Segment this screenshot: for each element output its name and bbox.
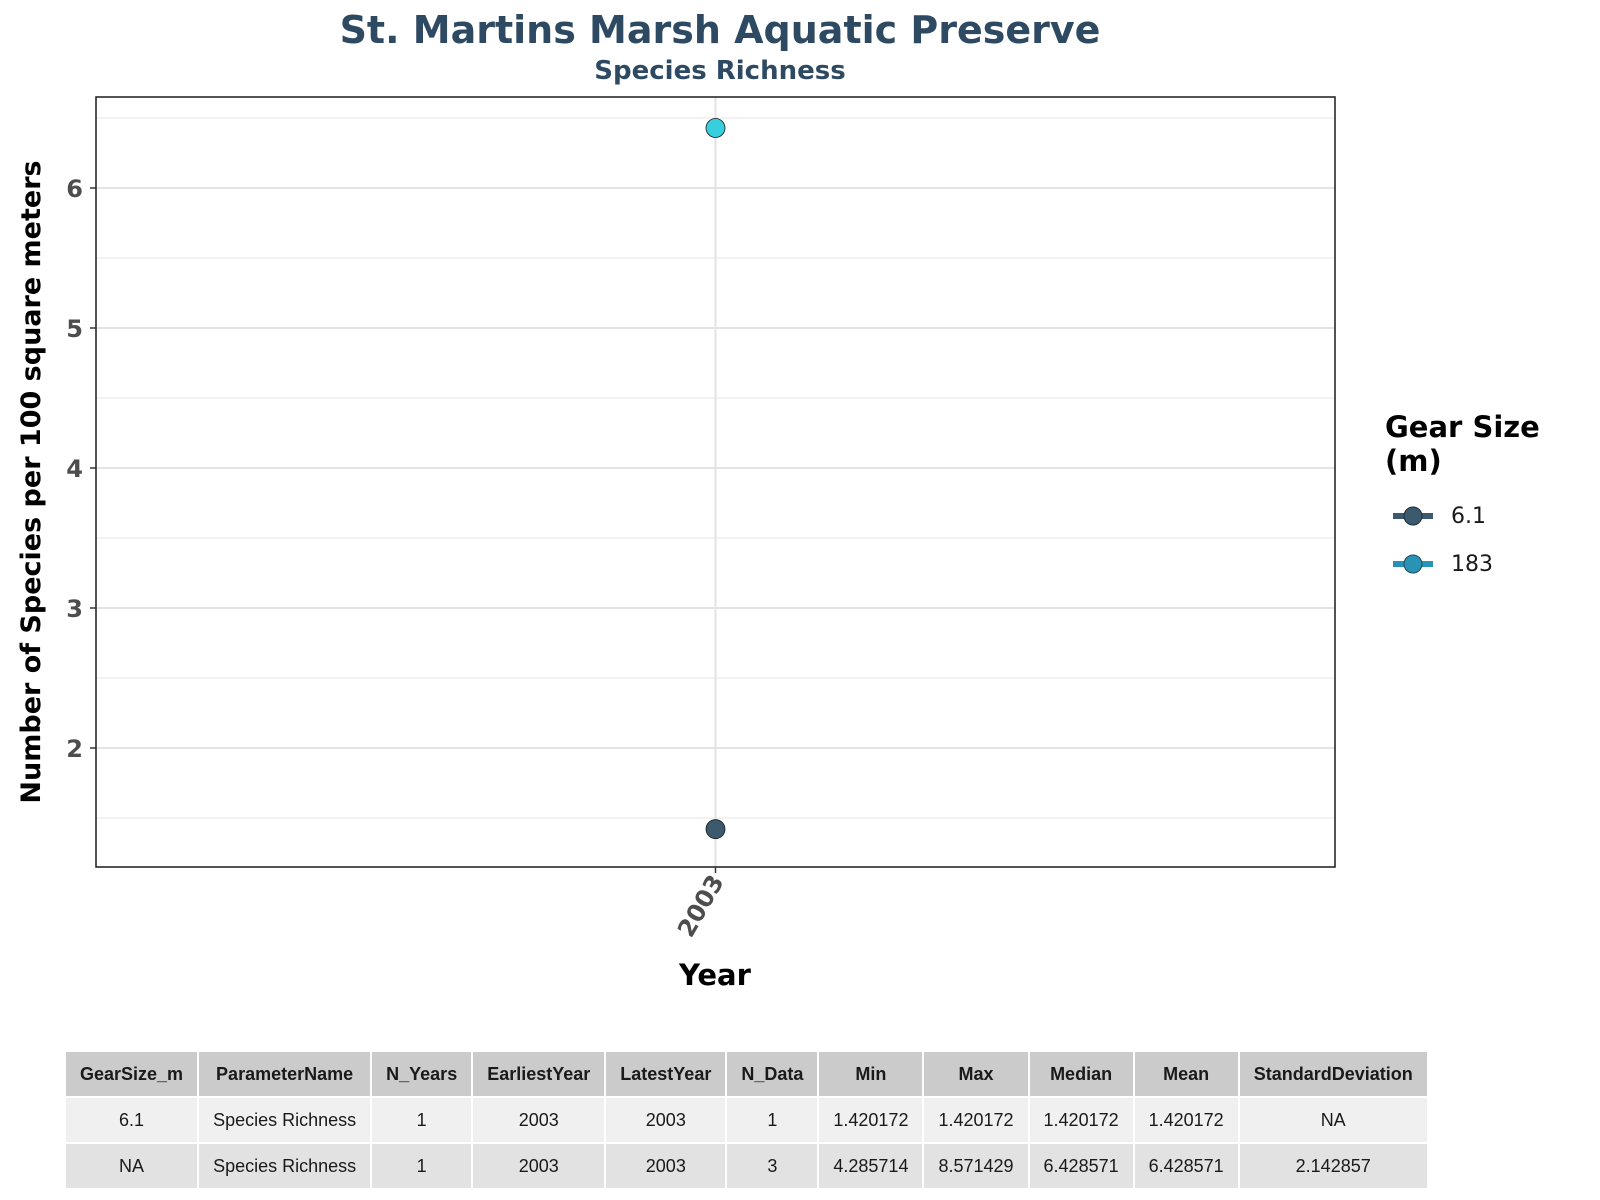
table-cell: NA [1238,1097,1429,1144]
table-header-row: GearSize_m ParameterName N_Years Earlies… [66,1052,1429,1098]
col-header-ndata: N_Data [726,1052,820,1098]
y-axis-label: Number of Species per 100 square meters [16,160,47,803]
y-tick-label: 4 [66,455,83,483]
table-cell: 2003 [472,1143,607,1190]
table-row: NA Species Richness 1 2003 2003 3 4.2857… [66,1143,1429,1190]
table-cell: 2003 [472,1097,607,1144]
col-header-latestyear: LatestYear [605,1052,728,1098]
table-cell: 6.428571 [1133,1143,1240,1190]
col-header-standarddeviation: StandardDeviation [1238,1052,1429,1098]
y-tick-label: 2 [66,735,83,763]
legend: Gear Size (m) 6.1 183 [1385,410,1600,588]
col-header-mean: Mean [1133,1052,1240,1098]
table-cell: NA [66,1143,200,1190]
legend-item-183: 183 [1385,540,1600,588]
table-cell: 1 [371,1097,474,1144]
legend-key-183 [1393,554,1433,574]
legend-item-6-1: 6.1 [1385,492,1600,540]
table-cell: 2003 [605,1143,728,1190]
x-axis-label: Year [678,958,752,990]
y-tick-label: 3 [66,595,83,623]
legend-label-6-1: 6.1 [1451,503,1486,529]
y-tick-label: 5 [66,315,83,343]
table-cell: 2003 [605,1097,728,1144]
table-cell: 1.420172 [818,1097,925,1144]
legend-label-183: 183 [1451,551,1493,577]
col-header-max: Max [923,1052,1030,1098]
table-cell: Species Richness [198,1143,373,1190]
table-cell: Species Richness [198,1097,373,1144]
legend-key-6-1 [1393,506,1433,526]
table-cell: 1.420172 [1028,1097,1135,1144]
data-point-183 [705,118,726,138]
chart-title: St. Martins Marsh Aquatic Preserve [339,8,1101,52]
table-cell: 8.571429 [923,1143,1030,1190]
table-row: 6.1 Species Richness 1 2003 2003 1 1.420… [66,1097,1429,1144]
table-cell: 4.285714 [818,1143,925,1190]
col-header-earliestyear: EarliestYear [472,1052,607,1098]
chart-subtitle: Species Richness [594,56,846,86]
col-header-median: Median [1028,1052,1135,1098]
legend-title: Gear Size (m) [1385,410,1540,478]
col-header-nyears: N_Years [371,1052,474,1098]
x-tick-label: 2003 [672,870,730,942]
species-richness-chart: 2 3 4 5 6 2003 Year Number of Species per 100… [16,96,1336,990]
table-cell: 2.142857 [1238,1143,1429,1190]
table-cell: 1 [371,1143,474,1190]
col-header-gearsize: GearSize_m [66,1052,200,1098]
table-cell: 1.420172 [1133,1097,1240,1144]
y-tick-label: 6 [66,175,83,203]
table-cell: 6.1 [66,1097,200,1144]
col-header-parametername: ParameterName [198,1052,373,1098]
table-cell: 1.420172 [923,1097,1030,1144]
summary-table: GearSize_m ParameterName N_Years Earlies… [66,1052,1429,1190]
data-point-6-1 [705,819,726,840]
col-header-min: Min [818,1052,925,1098]
table-cell: 1 [726,1097,820,1144]
table-cell: 3 [726,1143,820,1190]
table-cell: 6.428571 [1028,1143,1135,1190]
